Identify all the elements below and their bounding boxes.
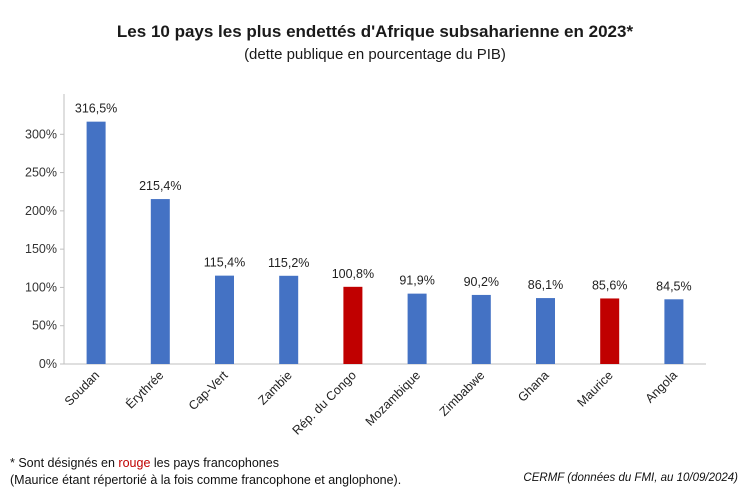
x-tick-label: Zimbabwe xyxy=(437,368,488,419)
data-label: 90,2% xyxy=(464,275,499,289)
x-tick-label: Ghana xyxy=(515,368,551,404)
bar-r-p-du-congo xyxy=(343,286,363,364)
data-label: 84,5% xyxy=(656,279,691,293)
footnote-line-1: * Sont désignés en rouge les pays franco… xyxy=(10,455,401,472)
footnote-highlight: rouge xyxy=(118,456,151,470)
footnote-line-2: (Maurice étant répertorié à la fois comm… xyxy=(10,473,402,487)
data-label: 91,9% xyxy=(399,274,434,288)
data-label: 215,4% xyxy=(139,179,181,193)
footnote-suffix: les pays francophones xyxy=(150,456,279,470)
data-label: 115,4% xyxy=(204,256,245,270)
x-tick-label: Rép. du Congo xyxy=(290,368,359,437)
x-tick-label: Érythrée xyxy=(122,367,166,411)
data-label: 85,6% xyxy=(592,278,627,292)
y-tick-label: 150% xyxy=(25,242,57,256)
chart-title: Les 10 pays les plus endettés d'Afrique … xyxy=(116,22,634,41)
source-credit: CERMF (données du FMI, au 10/09/2024) xyxy=(523,472,738,484)
bar-soudan xyxy=(86,121,106,364)
bar-zimbabwe xyxy=(471,294,491,364)
x-tick-label: Cap-Vert xyxy=(186,368,231,413)
bar-mozambique xyxy=(407,293,427,364)
bar-chart: 0% 50% 100% 150% 200% 250% 300% 316,5% Soudan 215… xyxy=(25,94,706,438)
x-tick-label: Angola xyxy=(643,368,680,405)
bar-maurice xyxy=(600,298,620,364)
x-tick-label: Soudan xyxy=(62,368,102,408)
bar-zambie xyxy=(279,275,299,364)
footnote-prefix: * Sont désignés en xyxy=(10,456,119,470)
y-tick-label: 50% xyxy=(32,319,57,333)
x-tick-label: Maurice xyxy=(574,368,615,409)
y-tick-label: 0% xyxy=(39,357,57,371)
y-tick-label: 100% xyxy=(25,280,57,294)
y-tick-label: 250% xyxy=(25,166,57,180)
bar--rythr-e xyxy=(150,199,170,364)
footnote: * Sont désignés en rouge les pays franco… xyxy=(10,455,401,489)
x-tick-label: Mozambique xyxy=(363,368,424,429)
bar-angola xyxy=(664,299,684,364)
y-tick-label: 200% xyxy=(25,204,57,218)
y-tick-label: 300% xyxy=(25,127,57,141)
bar-cap-vert xyxy=(215,275,234,364)
chart-subtitle: (dette publique en pourcentage du PIB) xyxy=(244,46,506,63)
bar-ghana xyxy=(536,298,555,364)
x-tick-label: Zambie xyxy=(255,368,294,407)
data-label: 316,5% xyxy=(75,102,117,116)
data-label: 115,2% xyxy=(268,256,309,270)
data-label: 86,1% xyxy=(528,278,563,292)
data-label: 100,8% xyxy=(332,267,374,281)
